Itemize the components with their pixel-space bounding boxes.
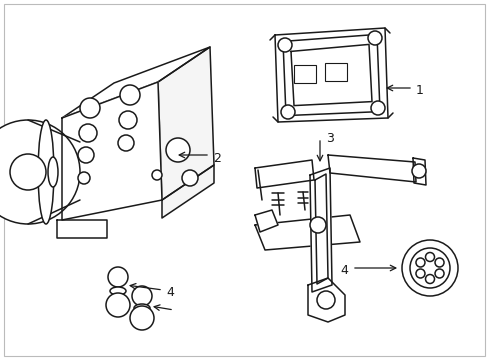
Polygon shape <box>254 215 359 250</box>
Polygon shape <box>162 165 214 218</box>
Polygon shape <box>290 44 371 105</box>
Circle shape <box>278 38 291 52</box>
Circle shape <box>119 111 137 129</box>
Circle shape <box>370 101 384 115</box>
Polygon shape <box>254 160 313 188</box>
Ellipse shape <box>38 120 54 224</box>
Circle shape <box>78 172 90 184</box>
Circle shape <box>118 135 134 151</box>
Circle shape <box>434 258 443 267</box>
Circle shape <box>79 124 97 142</box>
Polygon shape <box>309 168 331 292</box>
Circle shape <box>106 293 130 317</box>
Polygon shape <box>307 278 345 322</box>
Circle shape <box>309 217 325 233</box>
Circle shape <box>152 170 162 180</box>
Circle shape <box>130 306 154 330</box>
Bar <box>325 63 346 81</box>
Circle shape <box>415 258 424 267</box>
Polygon shape <box>314 174 327 284</box>
Polygon shape <box>62 82 162 220</box>
Circle shape <box>367 31 381 45</box>
Circle shape <box>165 138 190 162</box>
Ellipse shape <box>110 295 126 303</box>
Circle shape <box>108 267 128 287</box>
Circle shape <box>401 240 457 296</box>
Text: 4: 4 <box>165 287 174 300</box>
Polygon shape <box>412 158 425 185</box>
Circle shape <box>10 154 46 190</box>
Text: 2: 2 <box>213 152 221 165</box>
Text: 4: 4 <box>340 265 347 278</box>
Circle shape <box>80 98 100 118</box>
Bar <box>293 65 315 83</box>
Polygon shape <box>254 210 278 232</box>
Ellipse shape <box>110 303 126 311</box>
Circle shape <box>316 291 334 309</box>
Polygon shape <box>57 220 107 238</box>
Circle shape <box>409 248 449 288</box>
Circle shape <box>281 105 294 119</box>
Circle shape <box>182 170 198 186</box>
Circle shape <box>425 252 434 261</box>
Polygon shape <box>158 47 214 200</box>
Text: 1: 1 <box>415 85 423 98</box>
Polygon shape <box>283 35 379 116</box>
Polygon shape <box>62 47 209 118</box>
Circle shape <box>78 147 94 163</box>
Ellipse shape <box>134 312 150 320</box>
Ellipse shape <box>48 157 58 187</box>
Polygon shape <box>274 28 387 122</box>
Circle shape <box>415 269 424 278</box>
Circle shape <box>132 286 152 306</box>
Circle shape <box>425 274 434 284</box>
Polygon shape <box>327 155 415 182</box>
Circle shape <box>434 269 443 278</box>
Circle shape <box>120 85 140 105</box>
Ellipse shape <box>134 304 150 312</box>
Circle shape <box>0 120 80 224</box>
Circle shape <box>411 164 425 178</box>
Text: 3: 3 <box>325 131 333 144</box>
Ellipse shape <box>110 287 126 295</box>
